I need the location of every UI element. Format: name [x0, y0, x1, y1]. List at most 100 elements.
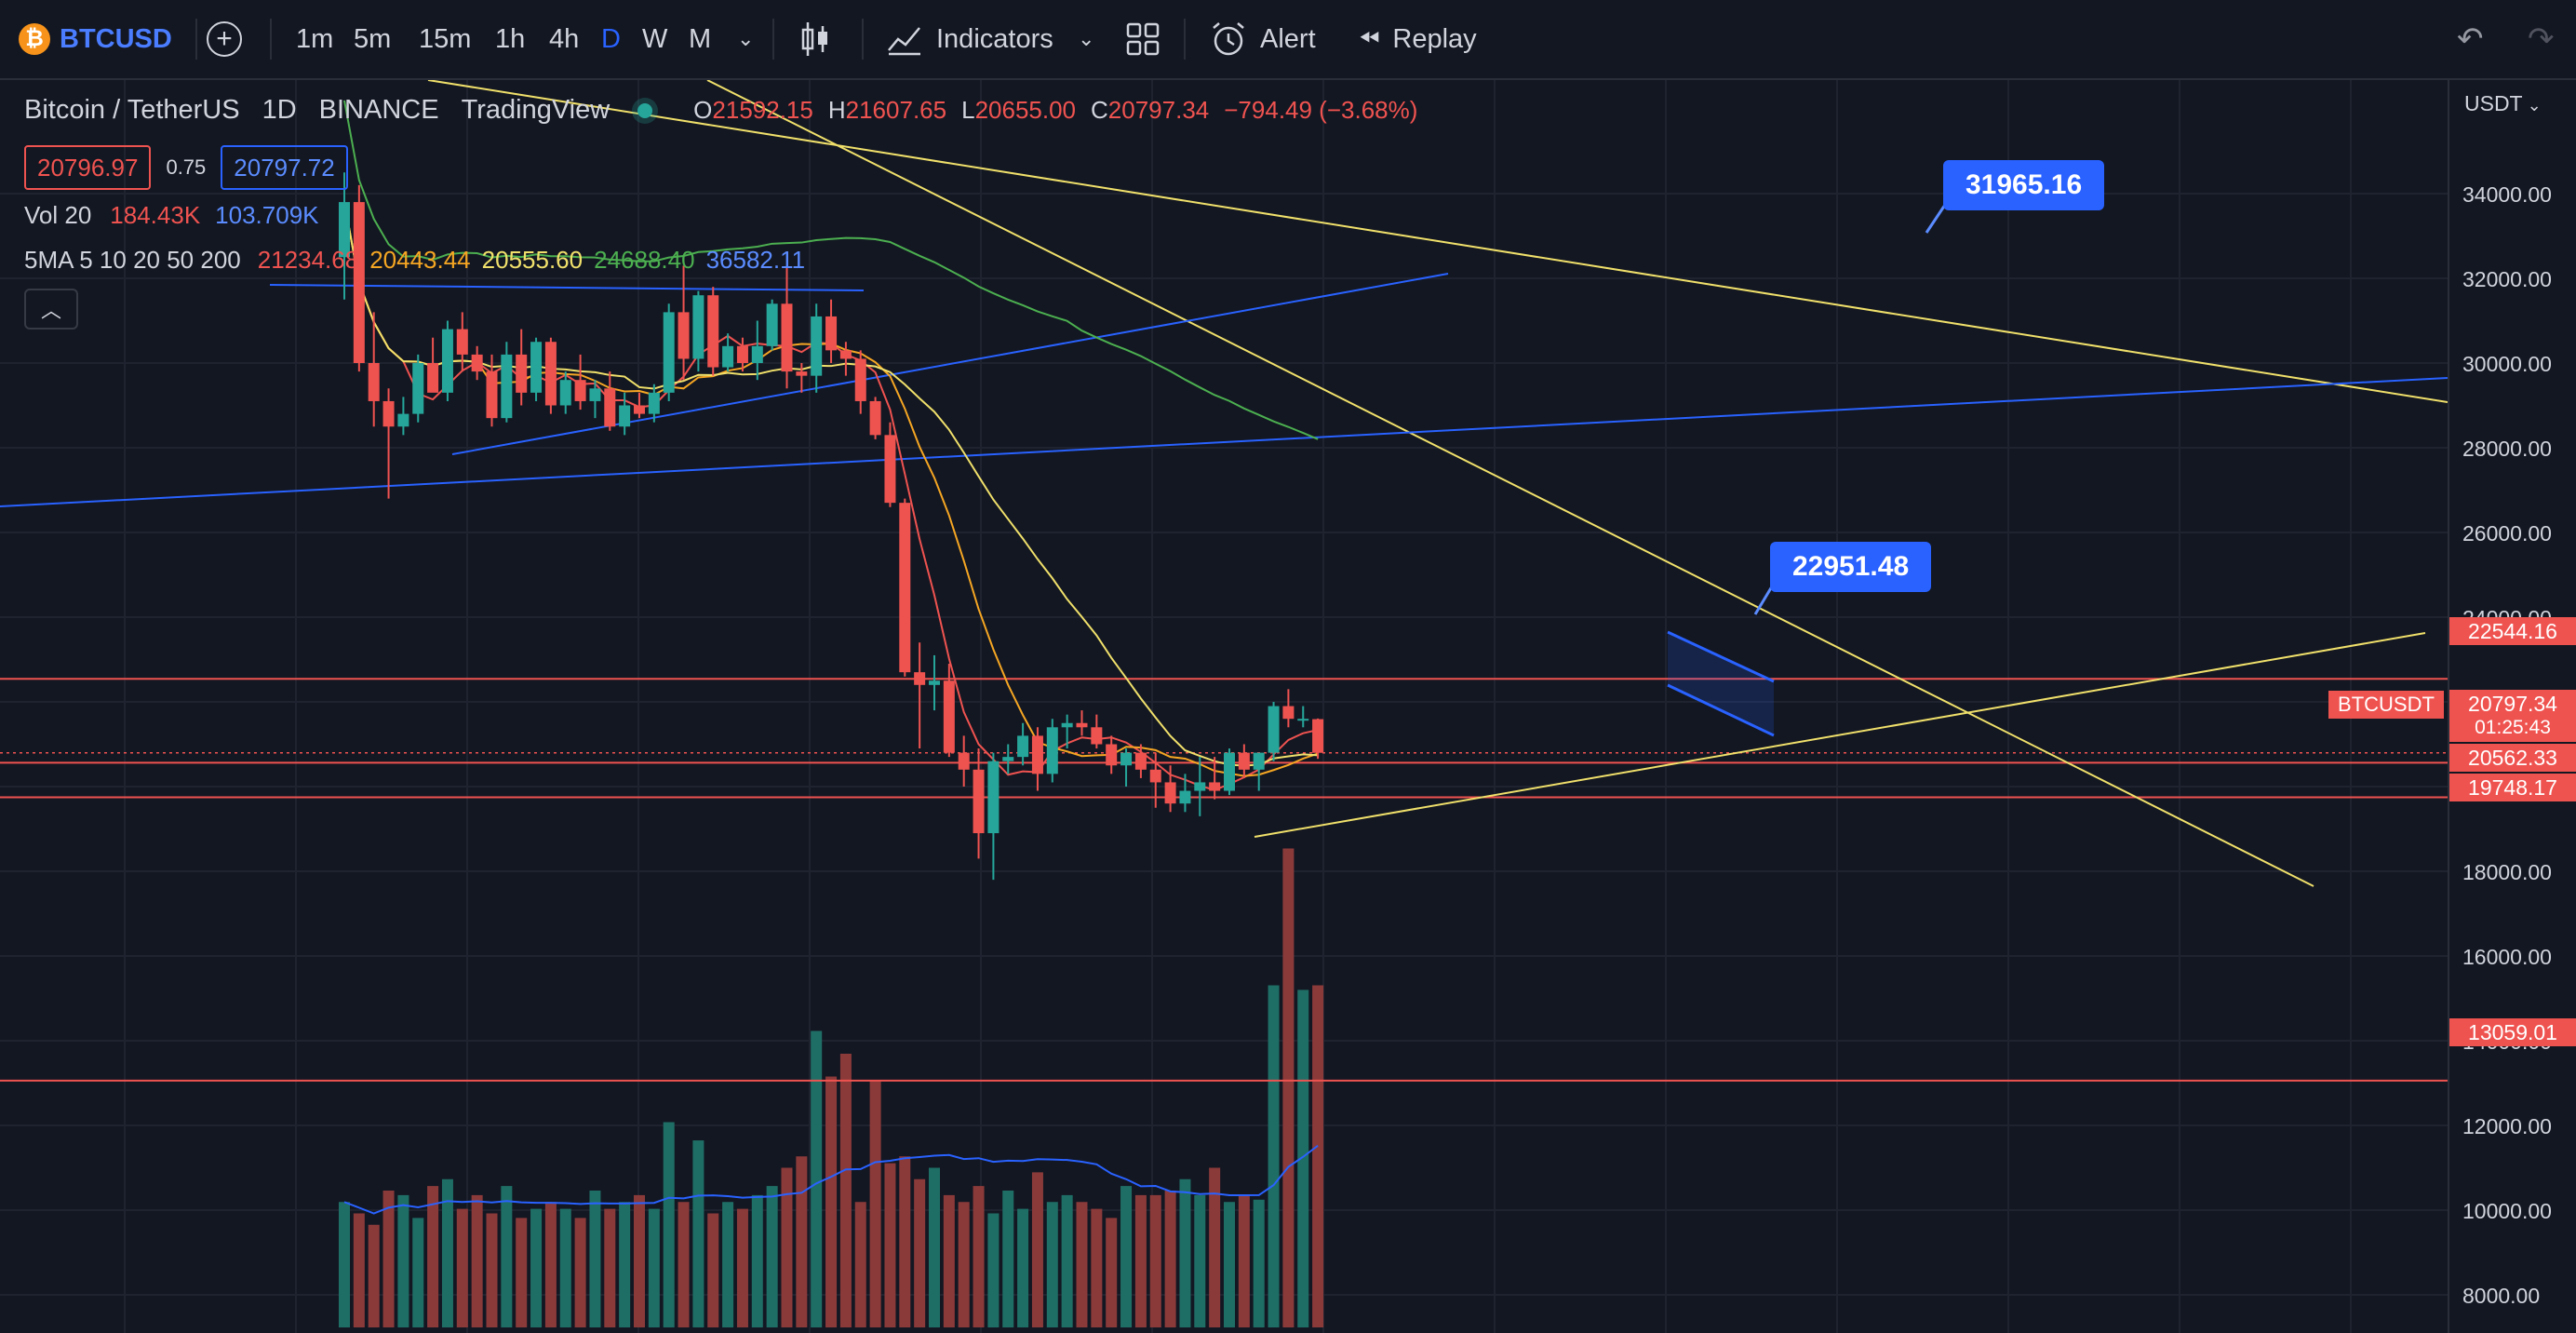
- interval-dropdown[interactable]: ⌄: [737, 0, 754, 78]
- volume-bar: [353, 1213, 365, 1327]
- volume-bar: [929, 1167, 940, 1327]
- price-callout-upper[interactable]: 31965.16: [1943, 160, 2105, 210]
- bid-ask-row: 20796.97 0.75 20797.72: [24, 145, 348, 190]
- candle-body: [1238, 752, 1250, 770]
- interval-m[interactable]: M: [689, 23, 712, 54]
- price-tick-label: 10000.00: [2462, 1199, 2552, 1223]
- hline-label-13059: 13059.01: [2449, 1018, 2576, 1046]
- interval-1h[interactable]: 1h: [495, 23, 526, 54]
- open-value: 21592.15: [712, 96, 813, 124]
- volume-bar: [501, 1186, 513, 1327]
- flag-channel-fill: [1668, 632, 1774, 735]
- volume-bar: [854, 1202, 866, 1327]
- candle-body: [1297, 719, 1309, 721]
- candle-body: [796, 371, 808, 376]
- undo-icon: ↶: [2457, 21, 2484, 57]
- volume-bar: [1046, 1202, 1058, 1327]
- price-chart[interactable]: [0, 80, 2448, 1333]
- alert-button[interactable]: Alert: [1210, 0, 1316, 78]
- currency-selector[interactable]: USDT ⌄: [2464, 91, 2542, 115]
- redo-button[interactable]: ↷: [2528, 0, 2555, 78]
- ma200-value: 36582.11: [705, 246, 806, 274]
- volume-bar: [530, 1208, 543, 1327]
- chevron-down-icon: ⌄: [737, 27, 755, 50]
- candle-body: [456, 329, 468, 355]
- callout-pointer: [1753, 586, 1774, 615]
- volume-bar: [1134, 1194, 1147, 1327]
- candle-body: [397, 413, 409, 427]
- ma5-value: 21234.68: [257, 246, 359, 274]
- plus-circle-icon: +: [207, 21, 242, 57]
- candle-body: [1076, 722, 1088, 728]
- interval-w[interactable]: W: [642, 23, 668, 54]
- volume-bar: [987, 1213, 1000, 1327]
- candle-body: [1120, 752, 1133, 766]
- candle-body: [943, 680, 955, 753]
- volume-ma-value: 103.709K: [215, 201, 319, 229]
- candle-body: [1194, 782, 1206, 791]
- replay-button[interactable]: ⏪︎ Replay: [1359, 0, 1477, 78]
- volume-bar: [796, 1156, 808, 1327]
- volume-bar: [1149, 1194, 1161, 1327]
- top-toolbar: ₿ BTCUSD + 1m 5m 15m 1h 4h D W M ⌄ Indic…: [0, 0, 2576, 80]
- indicators-label: Indicators: [936, 23, 1053, 54]
- legend-exchange: BINANCE: [318, 95, 439, 125]
- ma-legend: 5MA 5 10 20 50 200 21234.68 20443.44 205…: [24, 246, 805, 275]
- indicators-dropdown[interactable]: ⌄: [1078, 0, 1094, 78]
- price-callout-lower[interactable]: 22951.48: [1770, 542, 1932, 592]
- volume-bar: [973, 1186, 985, 1327]
- interval-5m[interactable]: 5m: [354, 23, 392, 54]
- chart-pane[interactable]: Bitcoin / TetherUS 1D BINANCE TradingVie…: [0, 80, 2448, 1333]
- volume-bar: [722, 1202, 734, 1327]
- candle-body: [973, 769, 985, 834]
- current-price-label: 20797.34 01:25:43: [2449, 690, 2576, 742]
- candle-body: [899, 503, 911, 673]
- volume-bar: [766, 1186, 778, 1327]
- volume-bar: [899, 1156, 911, 1327]
- candle-body: [692, 295, 704, 359]
- candle-body: [1164, 782, 1176, 804]
- candle-body: [471, 354, 483, 372]
- price-scale[interactable]: USDT ⌄ 34000.00 32000.00 30000.00 28000.00 2…: [2448, 80, 2576, 1333]
- candle-body: [382, 400, 395, 427]
- interval-15m[interactable]: 15m: [419, 23, 472, 54]
- volume-bar: [397, 1194, 409, 1327]
- volume-bar: [839, 1054, 852, 1327]
- legend-source: TradingView: [461, 95, 610, 125]
- grid-layout-icon: [1126, 22, 1160, 56]
- collapse-legend-button[interactable]: ︿: [24, 289, 78, 330]
- layout-button[interactable]: [1126, 0, 1160, 78]
- candle-body: [1179, 790, 1191, 804]
- chart-type-button[interactable]: [798, 0, 832, 78]
- volume-bar: [559, 1208, 571, 1327]
- volume-bar: [678, 1202, 690, 1327]
- alarm-clock-icon: [1213, 22, 1244, 56]
- candle-body: [958, 752, 970, 770]
- volume-bar: [648, 1208, 660, 1327]
- price-tick-label: 32000.00: [2462, 267, 2552, 291]
- change-value: −794.49 (−3.68%): [1224, 96, 1418, 124]
- volume-ma-line: [343, 1144, 1319, 1215]
- market-status-icon: [637, 102, 653, 118]
- candle-body: [1149, 769, 1161, 783]
- volume-bar: [456, 1208, 468, 1327]
- interval-d[interactable]: D: [601, 23, 621, 54]
- bitcoin-logo-icon: ₿: [19, 23, 50, 55]
- interval-4h[interactable]: 4h: [549, 23, 580, 54]
- volume-bar: [751, 1194, 763, 1327]
- indicators-button[interactable]: Indicators: [886, 0, 1053, 78]
- volume-bar: [1106, 1218, 1118, 1327]
- buy-price-button[interactable]: 20797.72: [221, 145, 348, 190]
- candle-body: [987, 761, 1000, 834]
- volume-bar: [1224, 1202, 1235, 1327]
- undo-button[interactable]: ↶: [2457, 0, 2484, 78]
- symbol-search[interactable]: ₿ BTCUSD: [19, 0, 172, 78]
- volume-bar: [1282, 848, 1295, 1327]
- price-tick-label: 16000.00: [2462, 945, 2552, 969]
- spread-value: 0.75: [166, 155, 207, 179]
- sell-price-button[interactable]: 20796.97: [24, 145, 152, 190]
- candle-body: [1268, 706, 1280, 753]
- price-tick-label: 12000.00: [2462, 1114, 2552, 1138]
- compare-symbol-button[interactable]: +: [207, 0, 242, 78]
- interval-1m[interactable]: 1m: [296, 23, 334, 54]
